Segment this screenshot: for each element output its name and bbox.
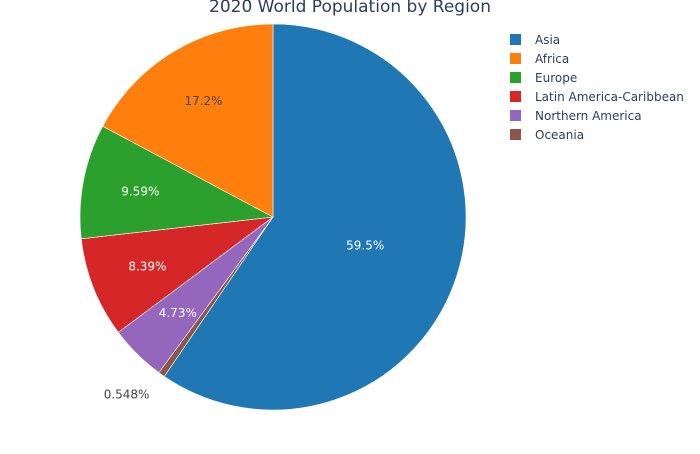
legend: Asia Africa Europe Latin America-Caribbean N… (510, 33, 684, 142)
legend-item-africa[interactable]: Africa (510, 52, 569, 66)
legend-label-latin-america-caribbean: Latin America-Caribbean (535, 90, 684, 104)
legend-label-oceania: Oceania (535, 128, 584, 142)
slice-label-africa: 17.2% (184, 94, 222, 108)
pie-slices (79, 23, 467, 411)
pie-slice-asia (163, 23, 467, 411)
pie-slice-europe (79, 125, 274, 240)
slice-label-oceania: 0.548% (104, 387, 150, 401)
legend-item-asia[interactable]: Asia (510, 33, 560, 47)
slice-label-europe: 9.59% (121, 185, 159, 199)
legend-label-asia: Asia (535, 33, 560, 47)
slice-label-asia: 59.5% (346, 238, 384, 252)
pie-slice-africa (102, 23, 274, 218)
legend-label-africa: Africa (535, 52, 569, 66)
slice-label-northern-america: 4.73% (159, 306, 197, 320)
legend-item-europe[interactable]: Europe (510, 71, 577, 85)
legend-swatch-latin-america-caribbean (510, 91, 521, 102)
pie-labels: 59.5% 0.548% 4.73% 8.39% 9.59% 17.2% (104, 94, 385, 401)
legend-item-northern-america[interactable]: Northern America (510, 109, 642, 123)
legend-swatch-oceania (510, 129, 521, 140)
legend-item-oceania[interactable]: Oceania (510, 128, 584, 142)
legend-swatch-europe (510, 72, 521, 83)
legend-swatch-africa (510, 53, 521, 64)
legend-label-northern-america: Northern America (535, 109, 642, 123)
slice-label-latin-america-caribbean: 8.39% (128, 260, 166, 274)
legend-swatch-northern-america (510, 110, 521, 121)
chart-title: 2020 World Population by Region (209, 0, 491, 17)
legend-item-latin-america-caribbean[interactable]: Latin America-Caribbean (510, 90, 684, 104)
pie-slice-latin-america-caribbean (80, 216, 275, 333)
legend-label-europe: Europe (535, 71, 577, 85)
legend-swatch-asia (510, 34, 521, 45)
